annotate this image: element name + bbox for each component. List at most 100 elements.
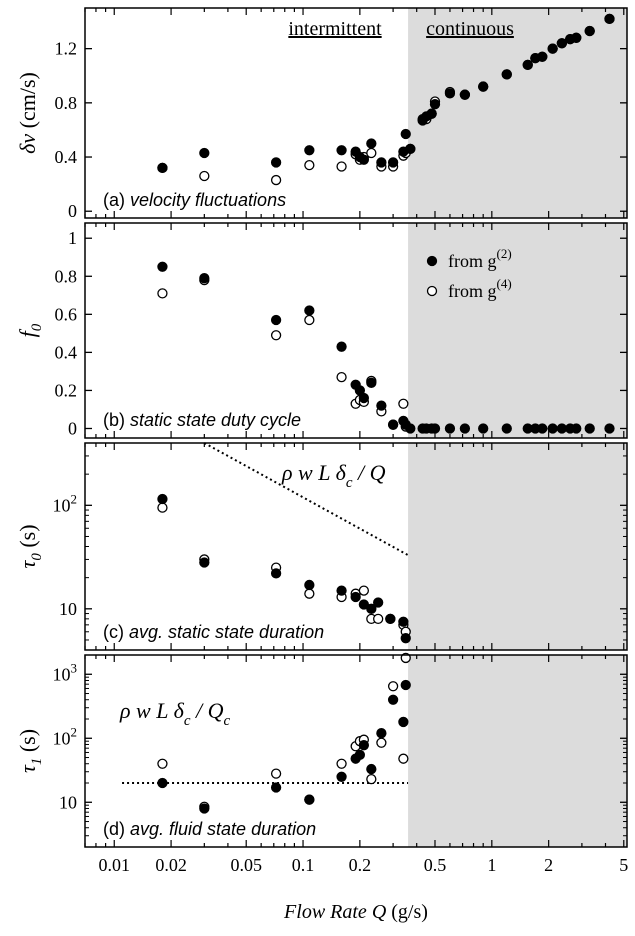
data-point-filled: [270, 157, 282, 168]
y-axis-symbol: δv: [15, 134, 40, 154]
data-point-open: [336, 161, 347, 172]
data-point-filled: [157, 261, 168, 272]
y-axis-label: τ0 (s): [15, 524, 45, 568]
data-point-filled: [604, 423, 615, 434]
data-point-open: [270, 768, 282, 779]
data-point-filled: [336, 145, 347, 156]
plot-frame: [84, 654, 628, 848]
data-point-open: [199, 170, 210, 182]
continuous-region-shade: [408, 655, 627, 847]
data-point-filled: [426, 108, 437, 119]
y-tick-exponent: 3: [71, 660, 78, 675]
data-point-open: [157, 502, 168, 513]
data-point-open: [157, 758, 168, 769]
data-point-filled: [304, 794, 315, 805]
y-tick-label: 0.6: [55, 304, 78, 324]
data-point-filled: [459, 423, 471, 434]
x-tick-label: 5: [619, 855, 628, 875]
data-point-filled: [304, 579, 315, 591]
data-point-filled: [387, 694, 399, 705]
legend-superscript: (4): [497, 276, 512, 291]
data-point-filled: [571, 423, 582, 434]
x-axis-unit: (g/s): [386, 901, 428, 923]
y-axis-subscript: 0: [29, 323, 45, 331]
data-point-filled: [501, 423, 512, 434]
legend-superscript: (2): [497, 246, 512, 261]
x-tick-label: 1: [487, 855, 496, 875]
y-tick-label: 0.2: [55, 380, 78, 400]
plot-frame: [84, 222, 628, 439]
formula-subscript: c: [184, 713, 191, 729]
data-point-filled: [199, 803, 210, 814]
legend-entry: from g(2): [448, 246, 512, 271]
x-tick-label: 0.2: [349, 855, 372, 875]
data-point-filled: [157, 777, 168, 789]
x-tick-label: 2: [544, 855, 553, 875]
data-point-filled: [199, 557, 210, 568]
regime-label-intermittent: intermittent: [288, 18, 382, 40]
data-point-open: [270, 174, 282, 186]
data-point-open: [366, 147, 377, 159]
data-point-filled: [376, 157, 387, 168]
data-point-filled: [400, 128, 411, 140]
y-tick-label: 0.8: [55, 266, 78, 286]
y-axis-unit: (s): [15, 729, 40, 758]
data-point-filled: [199, 147, 210, 159]
y-axis-unit: (s): [15, 524, 40, 553]
data-point-filled: [358, 154, 370, 165]
panel-title: avg. fluid state duration: [130, 819, 316, 839]
continuous-region-shade: [408, 443, 627, 650]
data-point-open: [358, 585, 370, 596]
panel-label: (a) velocity fluctuations: [103, 190, 286, 210]
x-tick-label: 0.02: [155, 855, 187, 875]
data-point-filled: [336, 585, 347, 596]
data-point-filled: [270, 782, 282, 793]
panel-label: (c) avg. static state duration: [103, 622, 324, 642]
data-point-filled: [429, 423, 441, 434]
data-point-open: [398, 398, 409, 409]
y-axis-label: f0: [15, 323, 45, 337]
data-point-filled: [571, 32, 582, 43]
legend-marker: [426, 285, 438, 297]
data-point-filled: [584, 25, 595, 37]
data-point-filled: [405, 423, 416, 434]
data-point-open: [373, 613, 384, 624]
data-point-filled: [478, 423, 489, 434]
panel-letter: (c): [103, 622, 129, 642]
data-point-open: [157, 288, 168, 299]
data-point-filled: [522, 59, 533, 71]
data-point-filled: [304, 145, 315, 156]
data-point-filled: [537, 51, 548, 62]
data-point-filled: [459, 89, 471, 100]
data-point-open: [398, 753, 409, 764]
data-point-filled: [366, 377, 377, 388]
y-tick-base: 10: [53, 664, 71, 684]
y-tick-base: 10: [53, 495, 71, 515]
data-point-filled: [354, 749, 366, 761]
y-axis-symbol: τ: [15, 560, 40, 569]
data-point-filled: [304, 305, 315, 316]
y-tick-label: 10: [59, 599, 77, 619]
y-tick-exponent: 2: [71, 491, 78, 506]
data-point-filled: [366, 603, 377, 614]
continuous-region-shade: [408, 8, 627, 218]
data-point-filled: [398, 616, 409, 627]
y-tick-label: 10: [59, 792, 77, 812]
data-point-filled: [270, 314, 282, 326]
y-tick-label: 0.4: [55, 147, 78, 167]
y-axis-label: δv (cm/s): [15, 72, 40, 154]
data-point-filled: [444, 423, 456, 434]
data-point-filled: [387, 419, 399, 430]
data-point-filled: [398, 716, 409, 728]
y-tick-exponent: 2: [71, 724, 78, 739]
data-point-filled: [400, 633, 411, 644]
data-point-filled: [400, 679, 411, 691]
data-point-filled: [547, 423, 558, 434]
data-point-filled: [584, 423, 595, 434]
y-tick-label: 0: [68, 201, 77, 221]
panel-label: (b) static state duty cycle: [103, 410, 301, 430]
data-point-open: [304, 160, 315, 171]
y-axis-unit: (cm/s): [15, 72, 40, 134]
data-point-open: [270, 330, 282, 341]
formula-annotation: ρ w L δc / Q: [281, 460, 386, 491]
